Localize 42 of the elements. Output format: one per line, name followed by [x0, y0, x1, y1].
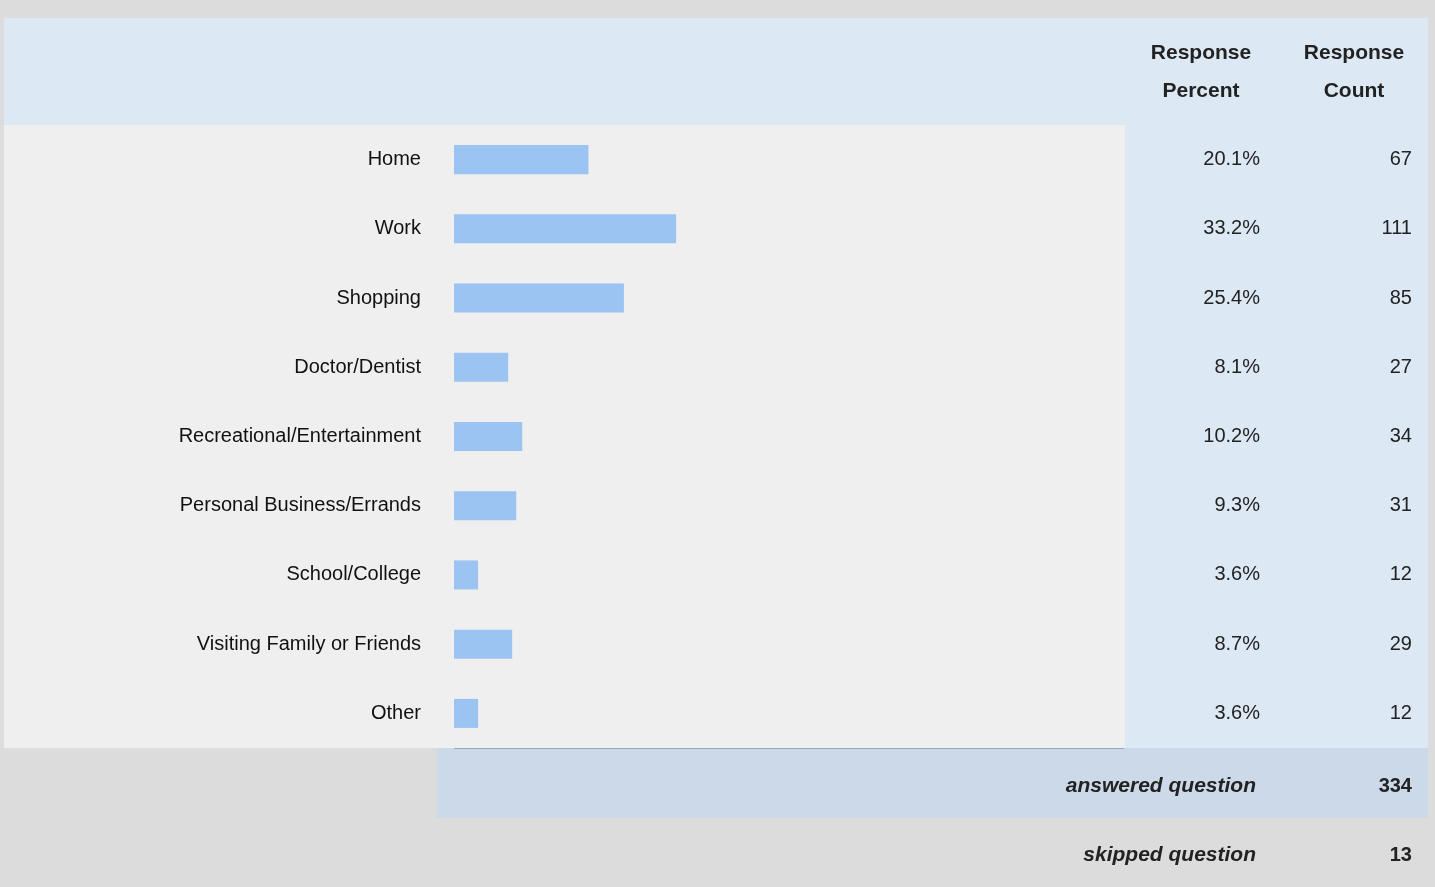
bar	[454, 698, 479, 728]
y-tick-label: Other	[370, 700, 422, 723]
text: skipped question	[1083, 841, 1256, 865]
text: 12	[1389, 562, 1412, 585]
text: 85	[1389, 285, 1412, 308]
y-tick-label: School/College	[286, 562, 421, 585]
data-label: 33.2%	[1203, 216, 1261, 239]
text: 334	[1378, 773, 1413, 796]
y-tick-label: Home	[367, 147, 421, 170]
y-tick-label: Visiting Family or Friends	[196, 631, 421, 654]
text: 67	[1389, 147, 1412, 170]
data-label: 8.7%	[1214, 631, 1261, 654]
text: 34	[1389, 424, 1412, 447]
y-tick-label: Recreational/Entertainment	[178, 424, 422, 447]
bar	[454, 214, 677, 244]
bar	[454, 491, 517, 521]
text: Response Percent	[1150, 39, 1252, 101]
text: answered question	[1065, 772, 1256, 796]
text: 31	[1389, 493, 1412, 516]
text: 29	[1389, 631, 1412, 654]
bar	[454, 283, 624, 313]
bar	[454, 629, 513, 659]
y-tick-label: Shopping	[336, 285, 421, 308]
data-label: 10.2%	[1203, 424, 1261, 447]
bar	[454, 352, 509, 382]
y-tick-label: Personal Business/Errands	[179, 493, 421, 516]
data-label: 9.3%	[1214, 493, 1261, 516]
text: 12	[1389, 700, 1412, 723]
data-label: 25.4%	[1203, 285, 1261, 308]
data-label: 20.1%	[1203, 147, 1261, 170]
text: 27	[1389, 354, 1412, 377]
data-label: 3.6%	[1214, 562, 1261, 585]
text: 111	[1381, 216, 1412, 239]
text: Response Count	[1303, 39, 1405, 101]
bar	[454, 145, 589, 175]
data-label: 3.6%	[1214, 700, 1261, 723]
bar	[454, 560, 479, 590]
y-tick-label: Doctor/Dentist	[294, 354, 422, 377]
y-tick-label: Work	[374, 216, 422, 239]
bar	[454, 421, 523, 452]
data-label: 8.1%	[1214, 354, 1261, 377]
text: 13	[1389, 842, 1412, 865]
